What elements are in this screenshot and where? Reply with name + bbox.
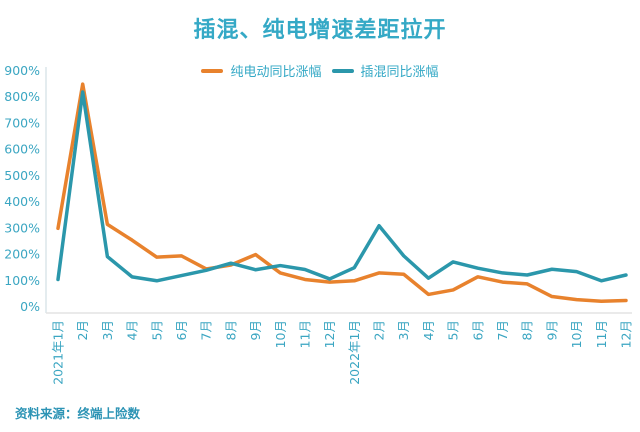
x-tick-label: 6月 xyxy=(470,320,485,340)
y-tick-label: 100% xyxy=(4,273,40,288)
legend-label-phev: 插混同比涨幅 xyxy=(360,65,439,80)
chart-legend: 纯电动同比涨幅 插混同比涨幅 xyxy=(0,61,640,80)
x-tick-label: 4月 xyxy=(421,320,436,340)
legend-label-pure-ev: 纯电动同比涨幅 xyxy=(230,65,322,80)
y-tick-label: 600% xyxy=(4,142,40,157)
x-tick-label: 8月 xyxy=(223,320,238,340)
legend-swatch-phev xyxy=(331,68,354,73)
y-tick-label: 300% xyxy=(4,220,40,235)
x-tick-label: 9月 xyxy=(544,320,559,340)
legend-swatch-pure-ev xyxy=(201,68,224,73)
y-tick-label: 200% xyxy=(4,247,40,262)
x-tick-label: 8月 xyxy=(520,320,535,340)
series-line-phev xyxy=(56,90,628,283)
y-tick-label: 800% xyxy=(4,89,40,104)
x-tick-label: 12月 xyxy=(619,320,634,348)
x-tick-label: 5月 xyxy=(149,320,164,340)
x-tick-label: 11月 xyxy=(594,320,609,348)
y-tick-label: 0% xyxy=(20,299,40,314)
x-tick-label: 3月 xyxy=(396,320,411,340)
x-tick-label: 6月 xyxy=(174,320,189,340)
x-tick-label: 9月 xyxy=(248,320,263,340)
series-line-pure-ev xyxy=(56,82,628,303)
x-tick-label: 7月 xyxy=(199,320,214,340)
y-tick-label: 400% xyxy=(4,194,40,209)
x-tick-label: 5月 xyxy=(446,320,461,340)
x-tick-label: 2022年1月 xyxy=(347,320,362,385)
y-tick-label: 500% xyxy=(4,168,40,183)
y-tick-label: 700% xyxy=(4,115,40,130)
x-tick-label: 2月 xyxy=(372,320,387,340)
x-tick-label: 7月 xyxy=(495,320,510,340)
x-tick-label: 4月 xyxy=(125,320,140,340)
x-tick-label: 12月 xyxy=(322,320,337,348)
x-tick-label: 3月 xyxy=(100,320,115,340)
x-tick-label: 10月 xyxy=(273,320,288,348)
y-tick-label: 900% xyxy=(4,63,40,78)
x-tick-label: 2月 xyxy=(75,320,90,340)
source-note: 资料来源：终端上险数 xyxy=(15,406,141,421)
x-tick-label: 11月 xyxy=(297,320,312,348)
x-tick-label: 10月 xyxy=(569,320,584,348)
x-tick-label: 2021年1月 xyxy=(51,320,66,385)
chart-title: 插混、纯电增速差距拉开 xyxy=(193,18,447,43)
